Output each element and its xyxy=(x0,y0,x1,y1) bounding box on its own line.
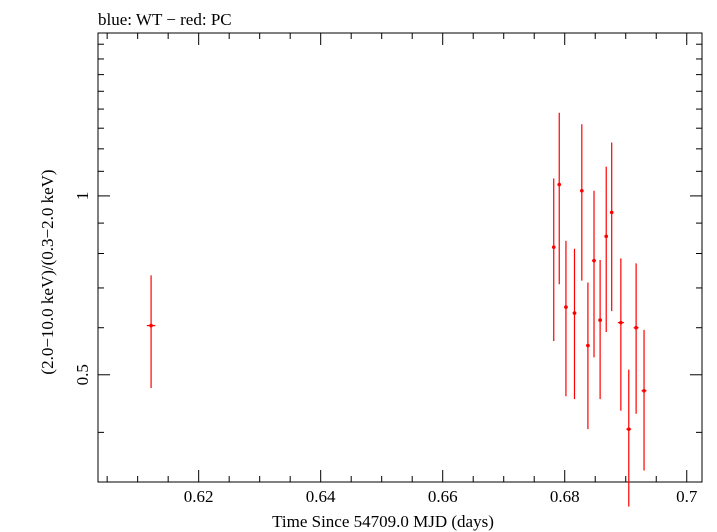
data-point xyxy=(626,369,632,507)
data-point xyxy=(617,258,624,411)
point-marker xyxy=(634,325,638,330)
plot-frame xyxy=(97,32,703,483)
x-tick-label: 0.62 xyxy=(184,487,214,506)
point-marker xyxy=(598,318,602,322)
x-tick-label: 0.68 xyxy=(550,487,580,506)
y-tick-label: 1 xyxy=(73,192,92,201)
point-marker xyxy=(619,320,623,325)
y-tick-label: 0.5 xyxy=(73,364,92,385)
x-axis: 0.62 0.64 0.66 0.68 0.7 xyxy=(106,33,698,506)
data-point xyxy=(572,248,577,400)
point-marker xyxy=(586,343,590,348)
data-point xyxy=(579,124,584,281)
data-point xyxy=(598,260,602,400)
point-marker xyxy=(580,188,584,193)
y-axis-label: (2.0−10.0 keV)/(0.3−2.0 keV) xyxy=(38,169,57,374)
point-marker xyxy=(572,311,577,315)
data-points xyxy=(146,112,647,507)
x-tick-label: 0.64 xyxy=(306,487,336,506)
chart-title: blue: WT − red: PC xyxy=(98,10,232,29)
point-marker xyxy=(609,210,614,215)
y-axis: 0.51 xyxy=(73,43,702,433)
data-point xyxy=(557,112,562,285)
point-marker xyxy=(149,323,153,328)
data-point xyxy=(609,142,614,312)
data-point xyxy=(551,178,556,341)
point-marker xyxy=(551,245,556,249)
data-point xyxy=(604,166,609,333)
point-marker xyxy=(592,258,596,263)
data-point xyxy=(586,282,590,430)
point-marker xyxy=(604,234,609,239)
data-point xyxy=(633,263,639,414)
data-point xyxy=(564,240,568,397)
data-point xyxy=(146,275,156,389)
data-point xyxy=(641,329,647,471)
point-marker xyxy=(642,388,646,393)
x-axis-label: Time Since 54709.0 MJD (days) xyxy=(272,512,494,531)
point-marker xyxy=(626,427,631,431)
data-point xyxy=(592,190,596,358)
x-tick-label: 0.7 xyxy=(676,487,698,506)
x-tick-label: 0.66 xyxy=(428,487,458,506)
point-marker xyxy=(564,305,568,309)
point-marker xyxy=(557,182,562,187)
